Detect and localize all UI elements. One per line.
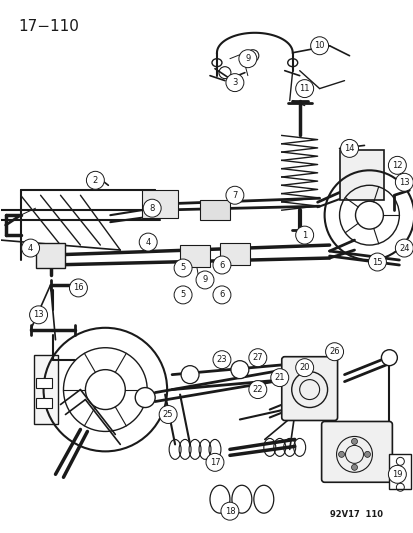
Circle shape	[143, 199, 161, 217]
Text: 8: 8	[149, 204, 154, 213]
Circle shape	[248, 349, 266, 367]
Text: 10: 10	[313, 41, 324, 50]
Circle shape	[394, 239, 412, 257]
Text: 23: 23	[216, 355, 227, 364]
Text: 20: 20	[299, 363, 309, 372]
Bar	[142, 190, 178, 218]
Text: 4: 4	[145, 238, 150, 247]
Circle shape	[225, 74, 243, 92]
Text: 19: 19	[391, 470, 401, 479]
Text: 2: 2	[93, 176, 98, 185]
Circle shape	[212, 351, 230, 369]
Text: 26: 26	[328, 347, 339, 356]
Text: 11: 11	[299, 84, 309, 93]
Bar	[199, 200, 229, 220]
Bar	[33, 354, 58, 424]
Text: 24: 24	[398, 244, 408, 253]
Text: 14: 14	[344, 144, 354, 153]
Circle shape	[380, 350, 396, 366]
Text: 6: 6	[219, 290, 224, 300]
Bar	[36, 398, 51, 408]
Bar	[36, 243, 65, 268]
Text: 15: 15	[371, 257, 382, 266]
Circle shape	[394, 173, 412, 191]
Bar	[180, 245, 209, 267]
Circle shape	[325, 343, 343, 361]
Text: 16: 16	[73, 284, 83, 293]
Bar	[36, 377, 51, 387]
Text: 1: 1	[301, 231, 306, 240]
Circle shape	[310, 37, 328, 55]
Circle shape	[351, 439, 357, 445]
Circle shape	[212, 256, 230, 274]
Circle shape	[21, 239, 40, 257]
Circle shape	[295, 226, 313, 244]
Circle shape	[363, 451, 370, 457]
Text: 27: 27	[252, 353, 263, 362]
Circle shape	[351, 464, 357, 470]
Circle shape	[174, 286, 192, 304]
Circle shape	[238, 50, 256, 68]
Circle shape	[139, 233, 157, 251]
Text: 4: 4	[28, 244, 33, 253]
Text: 13: 13	[398, 178, 408, 187]
Circle shape	[69, 279, 87, 297]
Text: 6: 6	[219, 261, 224, 270]
Polygon shape	[339, 150, 384, 200]
Text: 17−110: 17−110	[19, 19, 79, 34]
Bar	[389, 454, 411, 489]
Circle shape	[135, 387, 155, 408]
Circle shape	[295, 359, 313, 377]
Circle shape	[221, 502, 238, 520]
Text: 22: 22	[252, 385, 262, 394]
Text: 7: 7	[232, 191, 237, 200]
Text: 5: 5	[180, 263, 185, 272]
Text: 17: 17	[209, 458, 220, 467]
Text: 9: 9	[244, 54, 250, 63]
Circle shape	[340, 140, 358, 157]
Circle shape	[29, 306, 47, 324]
Circle shape	[295, 79, 313, 98]
Circle shape	[338, 451, 344, 457]
Text: 12: 12	[391, 161, 401, 170]
Circle shape	[225, 186, 243, 204]
FancyBboxPatch shape	[321, 422, 392, 482]
Text: 21: 21	[274, 373, 284, 382]
Circle shape	[387, 465, 405, 483]
Circle shape	[180, 366, 199, 384]
Text: 18: 18	[224, 507, 235, 515]
Circle shape	[174, 259, 192, 277]
Circle shape	[159, 406, 177, 424]
Text: 9: 9	[202, 276, 207, 285]
Circle shape	[206, 454, 223, 471]
Text: 3: 3	[232, 78, 237, 87]
Text: 13: 13	[33, 310, 44, 319]
Circle shape	[196, 271, 214, 289]
Circle shape	[212, 286, 230, 304]
Circle shape	[248, 381, 266, 399]
Text: 92V17  110: 92V17 110	[329, 510, 382, 519]
Circle shape	[230, 361, 248, 378]
Text: 5: 5	[180, 290, 185, 300]
Bar	[219, 243, 249, 265]
Circle shape	[368, 253, 385, 271]
Circle shape	[270, 369, 288, 386]
Circle shape	[387, 156, 405, 174]
FancyBboxPatch shape	[281, 357, 337, 421]
Circle shape	[86, 171, 104, 189]
Text: 25: 25	[162, 410, 173, 419]
